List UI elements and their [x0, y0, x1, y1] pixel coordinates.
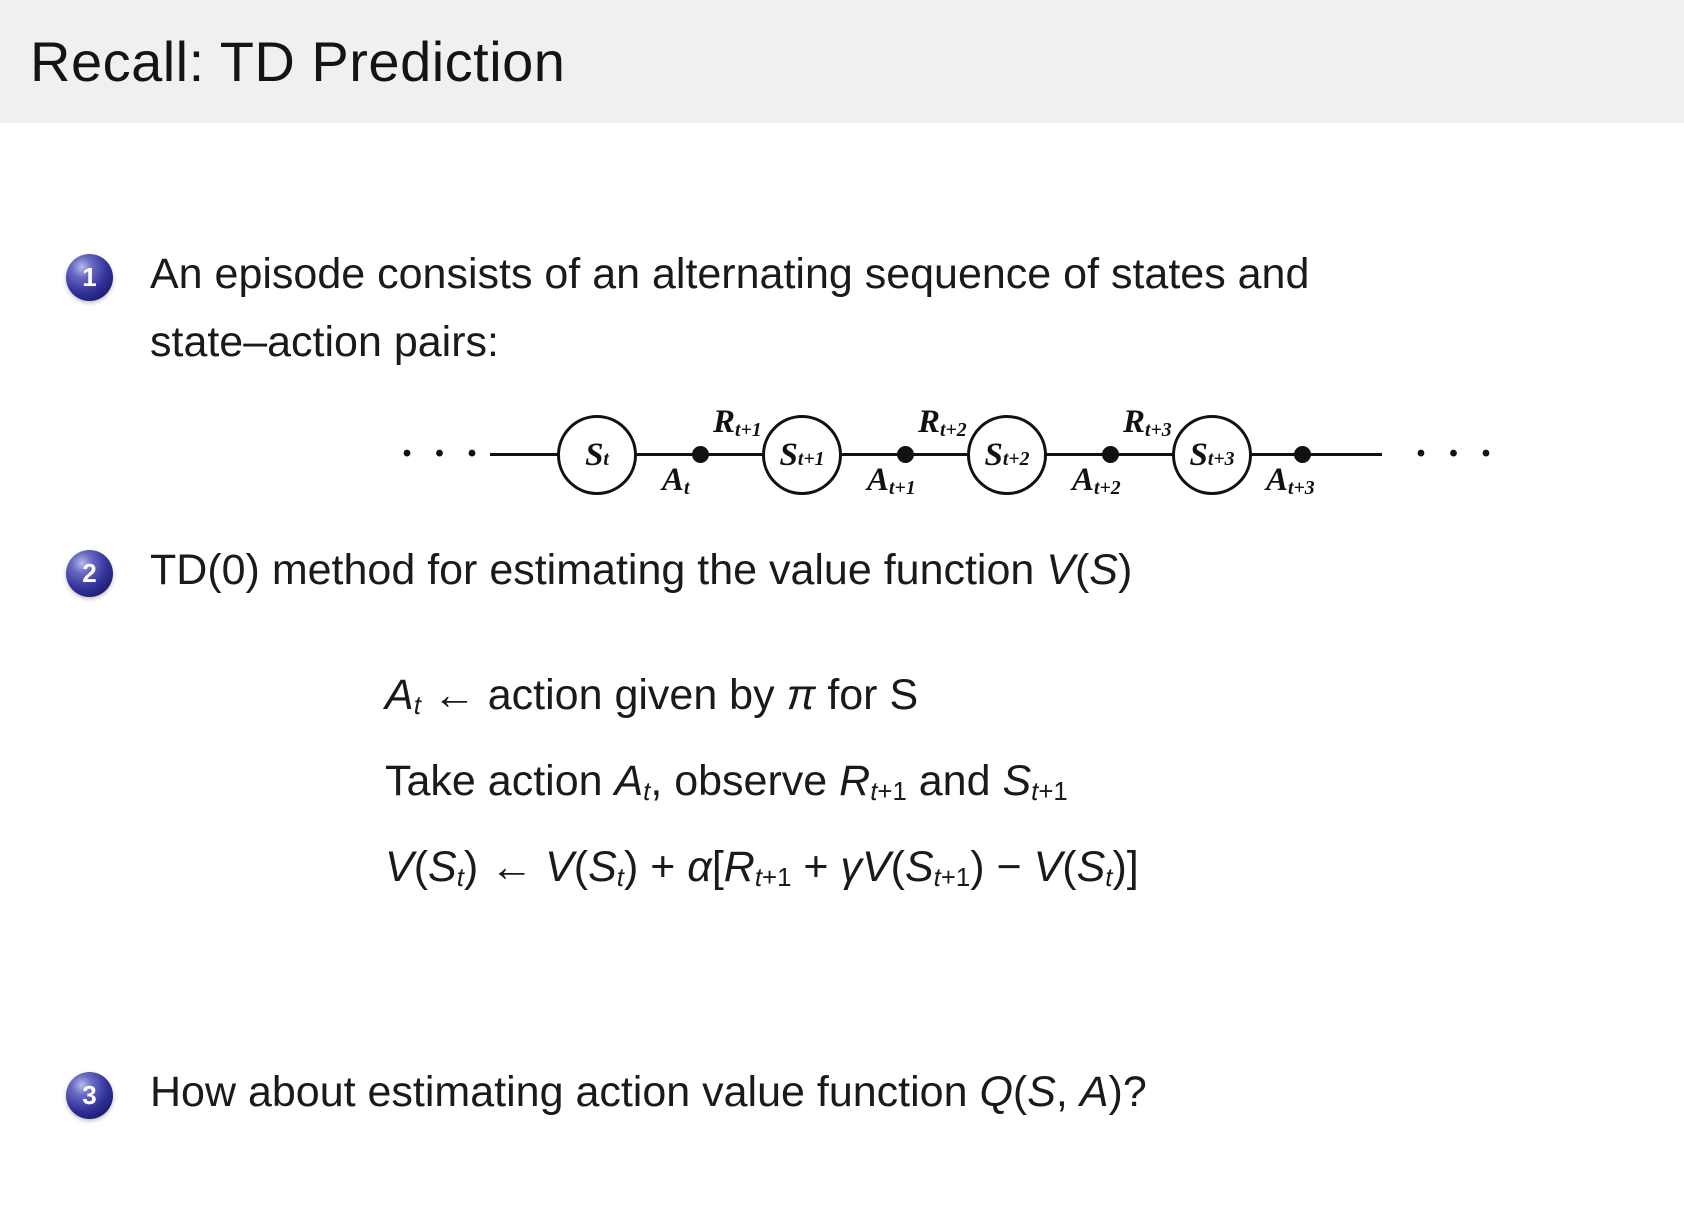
list-item-2: 2 TD(0) method for estimating the value …: [66, 536, 1132, 604]
list-item-1: 1 An episode consists of an alternating …: [66, 240, 1309, 376]
item2-text: TD(0) method for estimating the value fu…: [150, 546, 1133, 594]
slide-title: Recall: TD Prediction: [30, 30, 566, 93]
ellipsis-right: · · ·: [1414, 431, 1498, 477]
reward-label-rt1: Rt+1: [713, 404, 762, 441]
algo-line-observe: Take action At, observe Rt+1 and St+1: [385, 757, 1068, 806]
action-dot-at1: [897, 446, 914, 463]
list-item-3: 3 How about estimating action value func…: [66, 1058, 1147, 1126]
action-label-at3: At+3: [1266, 462, 1315, 499]
item1-text: An episode consists of an alternating se…: [150, 240, 1309, 376]
action-dot-at2: [1102, 446, 1119, 463]
timeline-line: [490, 453, 1382, 456]
item1-line2: state–action pairs:: [150, 318, 499, 366]
td0-algorithm-block: At ← action given by π for S Take action…: [385, 652, 1139, 910]
item3-text: How about estimating action value functi…: [150, 1068, 1147, 1116]
action-label-at1: At+1: [867, 462, 916, 499]
action-label-at2: At+2: [1072, 462, 1121, 499]
reward-label-rt3: Rt+3: [1123, 404, 1172, 441]
slide-header: Recall: TD Prediction: [0, 0, 1684, 123]
algo-line-action-selection: At ← action given by π for S: [385, 671, 919, 720]
enumerate-ball-1: 1: [66, 254, 113, 301]
enumerate-ball-2: 2: [66, 550, 113, 597]
algo-line-value-update: V(St) ← V(St) + α[Rt+1 + γV(St+1) − V(St…: [385, 843, 1139, 892]
reward-label-rt2: Rt+2: [918, 404, 967, 441]
enumerate-ball-3: 3: [66, 1072, 113, 1119]
ellipsis-left: · · ·: [400, 431, 484, 477]
action-label-at: At: [662, 462, 690, 499]
action-dot-at: [692, 446, 709, 463]
action-dot-at3: [1294, 446, 1311, 463]
item1-line1: An episode consists of an alternating se…: [150, 250, 1310, 298]
